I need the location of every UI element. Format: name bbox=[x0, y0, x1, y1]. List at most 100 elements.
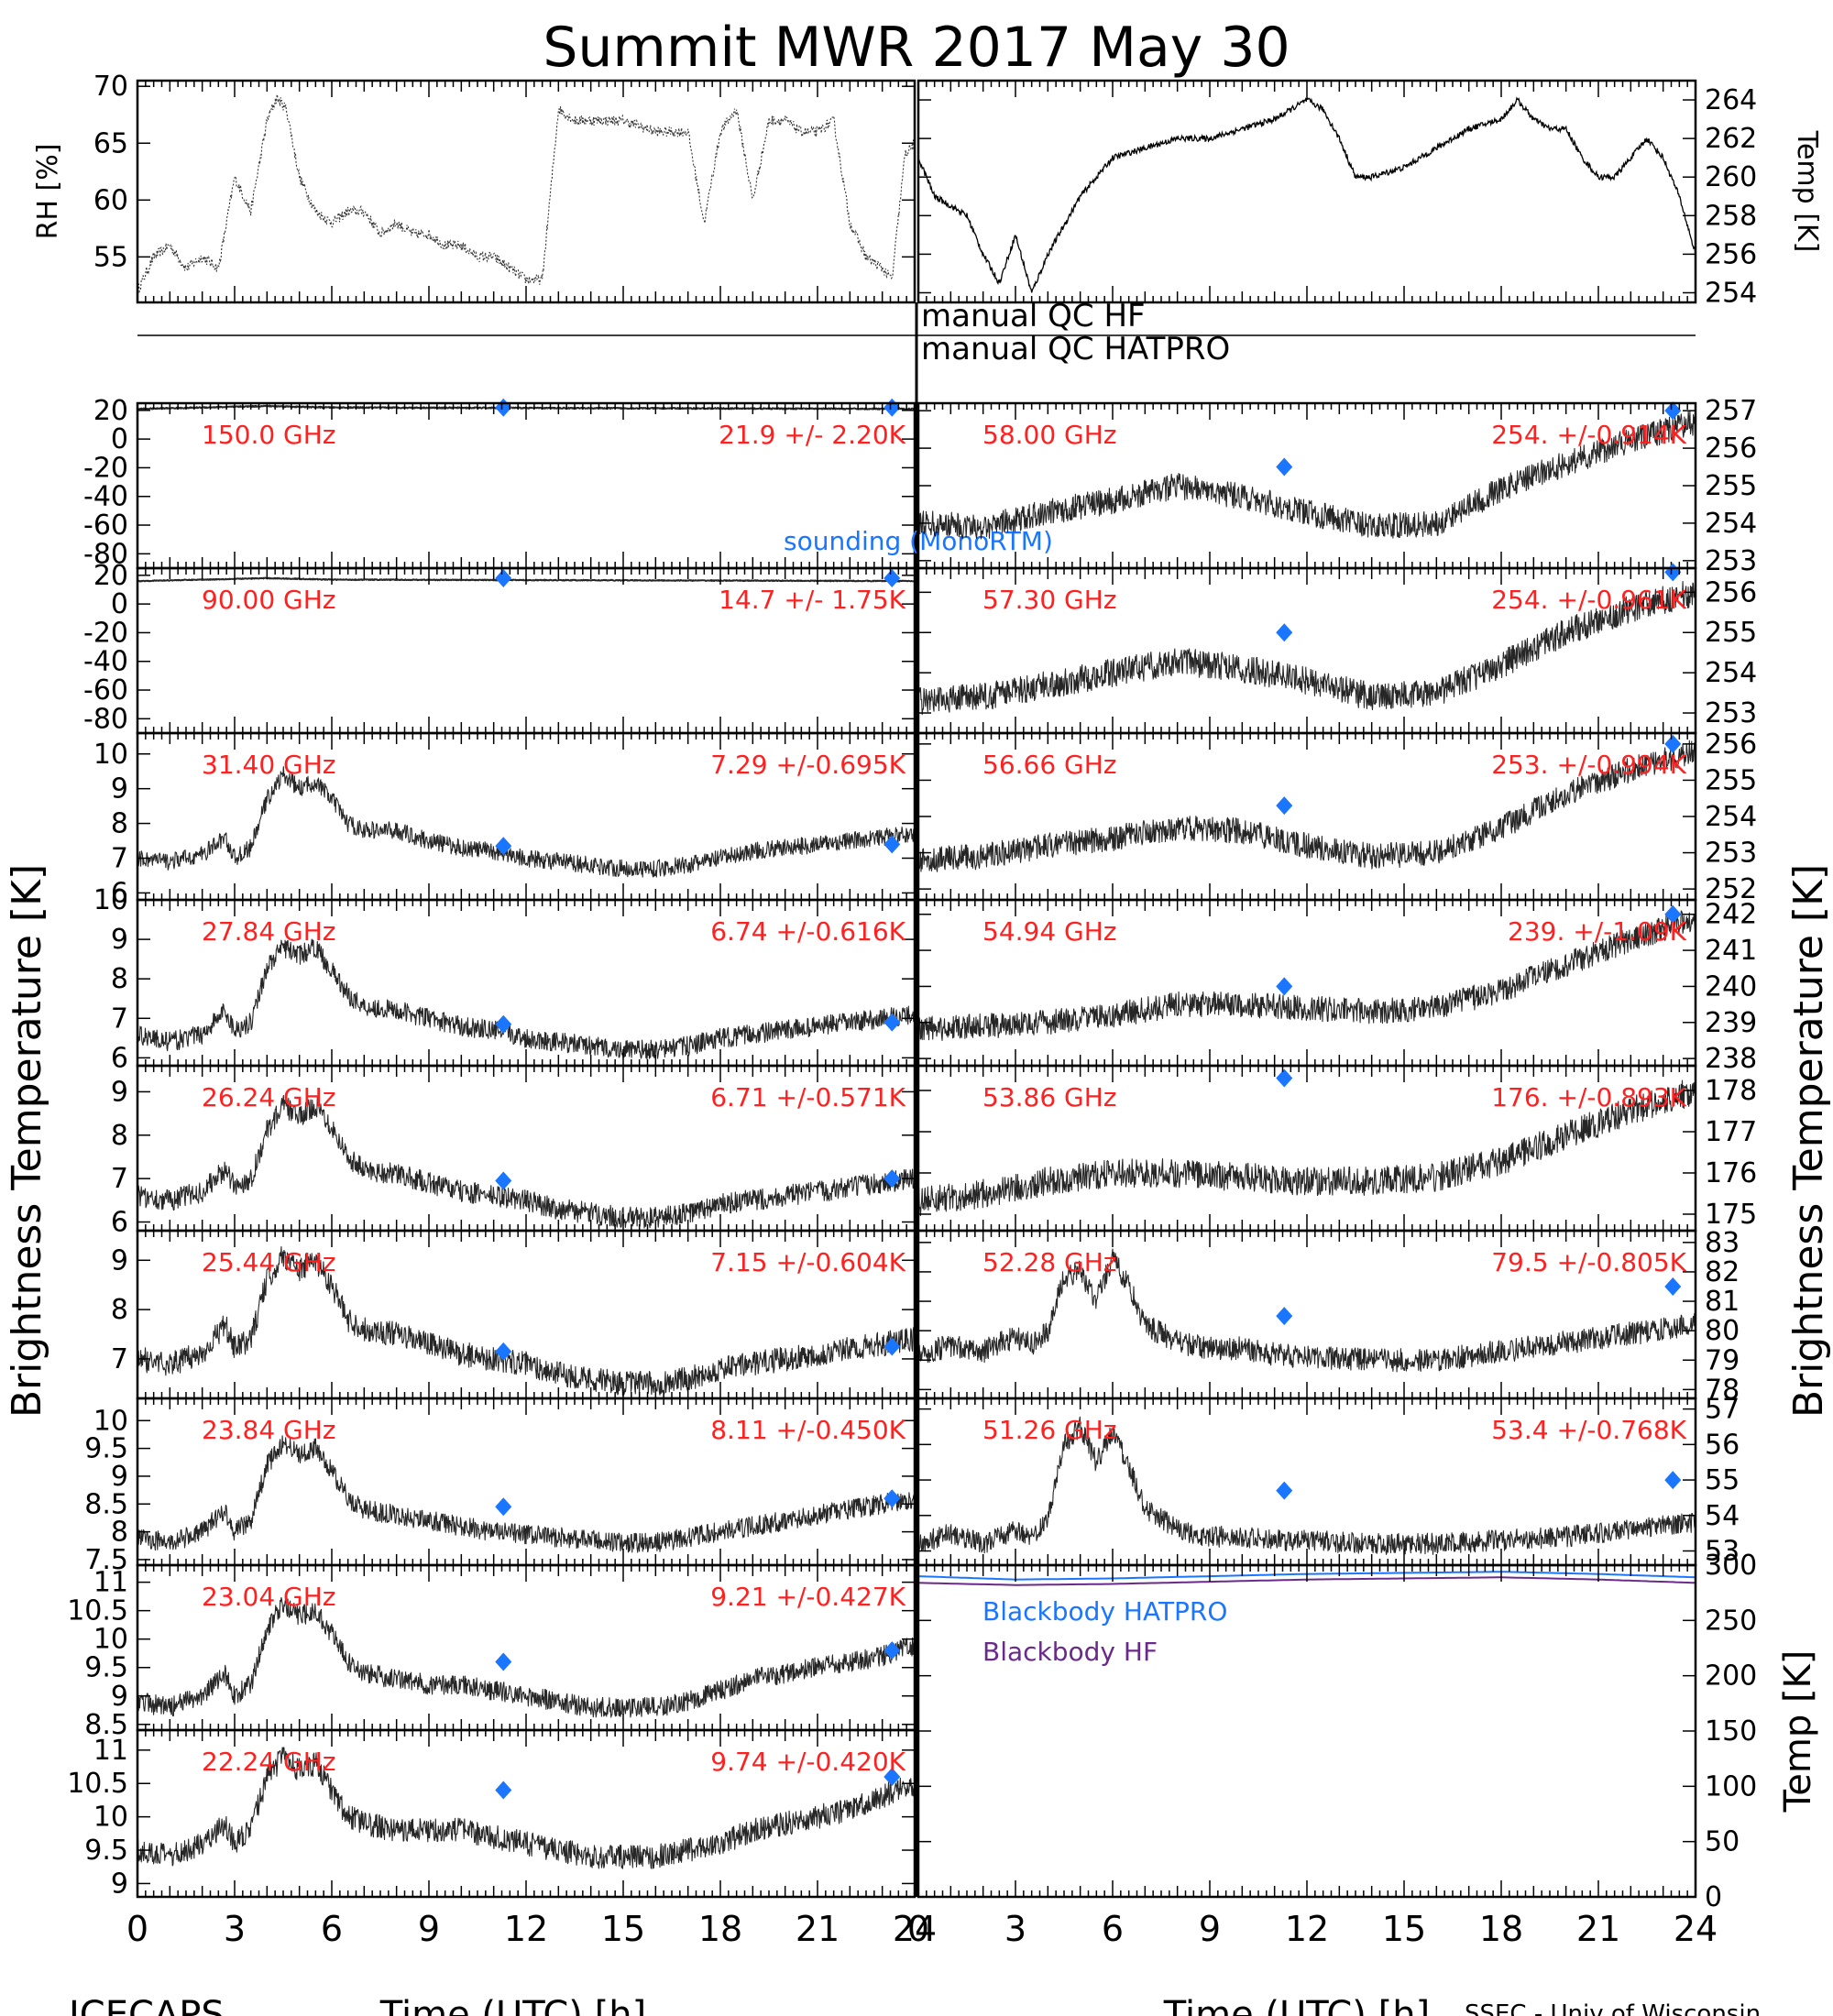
y-tick-label: 264 bbox=[1705, 84, 1757, 116]
sounding-point bbox=[884, 1489, 901, 1508]
y-tick-label: 8 bbox=[111, 808, 128, 840]
panel-ch2384: 7.588.599.510 23.84 GHz 8.11 +/-0.450K bbox=[84, 1397, 916, 1576]
y-tick-label: 65 bbox=[93, 127, 128, 159]
y-tick-label: 78 bbox=[1705, 1374, 1740, 1406]
y-tick-label: 70 bbox=[93, 71, 128, 103]
panel-ch2624: 6 7 8 9 26.24 GHz 6.71 +/-0.571K bbox=[111, 1064, 916, 1239]
y-tick-label: 8 bbox=[111, 1517, 128, 1549]
stats-label-ch2544: 7.15 +/-0.604K bbox=[710, 1247, 906, 1277]
y-tick-label: 11 bbox=[93, 1567, 128, 1599]
trace-ch5386 bbox=[917, 1079, 1696, 1217]
sounding-point bbox=[495, 1171, 512, 1190]
x-tick-label: 15 bbox=[601, 1909, 645, 1949]
y-tick-label: 50 bbox=[1705, 1826, 1740, 1858]
panel-ch5800: 253 254 255 256 257 58.00 GHz 254. +/-0.914K bbox=[916, 395, 1757, 577]
y-tick-label: 6 bbox=[111, 1207, 128, 1239]
y-tick-label: 256 bbox=[1705, 729, 1757, 761]
y-tick-label: 258 bbox=[1705, 200, 1757, 232]
trace-ch5126 bbox=[917, 1416, 1696, 1555]
sounding-point bbox=[1276, 977, 1293, 996]
panel-ch150: 200-20-40-60-80 150.0 GHz 21.9 +/- 2.20K bbox=[83, 395, 916, 570]
y-tick-label: 254 bbox=[1705, 801, 1757, 833]
panel-ch2224-frame bbox=[136, 1728, 916, 1899]
y-tick-label: 20 bbox=[93, 560, 128, 592]
x-tick-label: 12 bbox=[504, 1909, 548, 1949]
freq-label-ch2384: 23.84 GHz bbox=[202, 1415, 336, 1445]
sounding-point bbox=[884, 568, 901, 587]
y-tick-label: 255 bbox=[1705, 470, 1757, 502]
y-tick-label: 60 bbox=[93, 184, 128, 216]
y-tick-label: 9 bbox=[111, 1244, 128, 1276]
y-tick-label: 253 bbox=[1705, 838, 1757, 870]
stats-label-ch3140: 7.29 +/-0.695K bbox=[710, 750, 906, 780]
y-tick-label: 254 bbox=[1705, 277, 1757, 309]
panel-ch5730: 253 254 255 256 57.30 GHz 254. +/-0.961K bbox=[916, 563, 1757, 735]
panel-rh: 55 60 65 70 RH [%] bbox=[32, 71, 916, 304]
sounding-point bbox=[1276, 1068, 1293, 1088]
y-tick-label: 255 bbox=[1705, 764, 1757, 796]
stats-label-ch5228: 79.5 +/-0.805K bbox=[1491, 1247, 1686, 1277]
y-tick-label: 100 bbox=[1705, 1770, 1757, 1802]
stats-label-ch5386: 176. +/-0.893K bbox=[1491, 1082, 1686, 1112]
y-tick-label: 9 bbox=[111, 1868, 128, 1900]
y-tick-label: 8 bbox=[111, 1120, 128, 1152]
x-tick-label: 24 bbox=[1674, 1909, 1718, 1949]
y-tick-label: 254 bbox=[1705, 508, 1757, 540]
sounding-point bbox=[1276, 623, 1293, 642]
panel-temp-frame bbox=[916, 79, 1697, 304]
y-tick-label: 262 bbox=[1705, 123, 1757, 155]
stats-label-ch2224: 9.74 +/-0.420K bbox=[710, 1747, 906, 1777]
y-tick-label: 256 bbox=[1705, 576, 1757, 608]
freq-label-ch2624: 26.24 GHz bbox=[202, 1082, 336, 1112]
freq-label-ch5494: 54.94 GHz bbox=[982, 916, 1117, 947]
y-tick-label: 300 bbox=[1705, 1550, 1757, 1582]
y-tick-label: -20 bbox=[83, 617, 128, 649]
x-tick-label: 3 bbox=[1004, 1909, 1026, 1949]
y-tick-label: 253 bbox=[1705, 545, 1757, 577]
y-tick-label: 250 bbox=[1705, 1605, 1757, 1637]
temp-trace bbox=[917, 96, 1696, 293]
y-tick-label: 200 bbox=[1705, 1660, 1757, 1693]
bb-ylabel: Temp [K] bbox=[1777, 1650, 1819, 1813]
sounding-point bbox=[495, 1780, 512, 1800]
stats-label-ch5800: 254. +/-0.914K bbox=[1491, 420, 1686, 450]
x-tick-label: 6 bbox=[321, 1909, 343, 1949]
trace-ch3140 bbox=[137, 766, 916, 878]
x-tick-label: 9 bbox=[1199, 1909, 1221, 1949]
sounding-point bbox=[495, 1014, 512, 1034]
x-tick-label: 15 bbox=[1382, 1909, 1426, 1949]
stats-label-ch2384: 8.11 +/-0.450K bbox=[710, 1415, 906, 1445]
left-ylabel: Brightness Temperature [K] bbox=[4, 864, 50, 1418]
sounding-point bbox=[1664, 904, 1682, 924]
qc-line-hatpro: manual QC HATPRO bbox=[921, 331, 1230, 367]
sounding-point bbox=[1664, 1277, 1682, 1296]
y-tick-label: 177 bbox=[1705, 1116, 1757, 1148]
y-tick-label: 56 bbox=[1705, 1429, 1740, 1461]
sounding-point bbox=[1664, 1471, 1682, 1490]
y-tick-label: 10 bbox=[93, 1624, 128, 1656]
y-tick-label: 9 bbox=[111, 1076, 128, 1108]
y-tick-label: -60 bbox=[83, 674, 128, 707]
y-tick-label: -80 bbox=[83, 703, 128, 735]
y-tick-label: 0 bbox=[111, 423, 128, 455]
footer-left: ICECAPS bbox=[69, 1994, 225, 2016]
panel-temp: 254 256 258 260 262 264 Temp [K] bbox=[916, 79, 1823, 309]
freq-label-ch150: 150.0 GHz bbox=[202, 420, 336, 450]
y-tick-label: 9.5 bbox=[84, 1652, 128, 1684]
freq-label-ch2304: 23.04 GHz bbox=[202, 1582, 336, 1612]
sounding-point bbox=[495, 1497, 512, 1517]
trace-ch2784 bbox=[137, 938, 916, 1060]
rh-ylabel: RH [%] bbox=[32, 144, 64, 240]
y-tick-label: 20 bbox=[93, 395, 128, 427]
y-tick-label: 79 bbox=[1705, 1344, 1740, 1376]
y-tick-label: 9 bbox=[111, 1681, 128, 1713]
sounding-point bbox=[495, 837, 512, 856]
x-tick-label: 9 bbox=[418, 1909, 440, 1949]
stats-label-ch5126: 53.4 +/-0.768K bbox=[1491, 1415, 1686, 1445]
panel-ch2544: 7 8 9 25.44 GHz 7.15 +/-0.604K bbox=[111, 1229, 916, 1400]
y-tick-label: 81 bbox=[1705, 1286, 1740, 1318]
